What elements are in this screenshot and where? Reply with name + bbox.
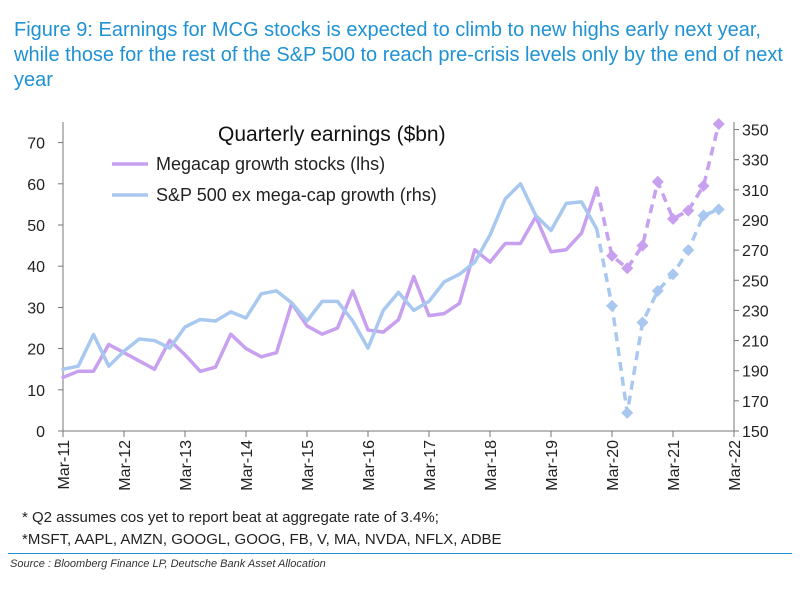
y-left-tick-label: 50	[27, 218, 45, 235]
y-right-tick-label: 330	[742, 153, 769, 170]
legend-label-megacap: Megacap growth stocks (lhs)	[156, 154, 385, 174]
x-tick-label: Mar-15	[300, 440, 317, 491]
data-point-sp500-ex-mcg	[651, 284, 664, 297]
y-right-tick-label: 350	[742, 123, 769, 140]
x-tick-label: Mar-18	[483, 440, 500, 491]
y-left-tick-label: 40	[27, 259, 45, 276]
series-line-megacap	[61, 186, 599, 380]
x-tick-label: Mar-14	[239, 440, 256, 491]
series-line-forecast-megacap	[595, 123, 721, 271]
chart-axes: 0 10 20 30 40 50 60 70 150 170 190 210 230 250 270 290 3…	[27, 122, 769, 491]
series-line-sp500-ex-mcg	[61, 182, 599, 371]
y-right-tick-label: 170	[742, 394, 769, 411]
y-right-tick-label: 210	[742, 334, 769, 351]
series-line-forecast-sp500-ex-mcg	[595, 207, 720, 415]
y-left-tick-label: 30	[27, 300, 45, 317]
x-tick-label: Mar-19	[544, 440, 561, 491]
x-tick-label: Mar-17	[422, 440, 439, 491]
x-tick-label: Mar-21	[666, 440, 683, 491]
data-point-sp500-ex-mcg	[667, 268, 679, 281]
data-point-sp500-ex-mcg	[712, 203, 725, 216]
y-left-tick-label: 10	[27, 383, 45, 400]
legend: Megacap growth stocks (lhs) S&P 500 ex m…	[112, 154, 437, 205]
footnote-2: *MSFT, AAPL, AMZN, GOOGL, GOOG, FB, V, M…	[22, 531, 502, 548]
data-point-megacap	[621, 262, 634, 275]
data-point-megacap	[712, 118, 725, 131]
y-left-tick-label: 20	[27, 342, 45, 359]
y-left-tick-label: 60	[27, 177, 45, 194]
data-point-megacap	[667, 212, 679, 225]
y-right-tick-label: 250	[742, 273, 769, 290]
data-point-sp500-ex-mcg	[682, 244, 695, 257]
data-point-megacap	[682, 204, 695, 217]
data-point-megacap	[651, 175, 664, 188]
x-tick-label: Mar-12	[117, 440, 134, 491]
data-point-sp500-ex-mcg	[606, 299, 618, 312]
data-point-megacap	[697, 179, 710, 192]
y-left-tick-label: 70	[27, 136, 45, 153]
data-point-sp500-ex-mcg	[697, 209, 710, 222]
data-point-megacap	[636, 239, 649, 252]
y-right-tick-label: 150	[742, 424, 769, 441]
figure-title: Figure 9: Earnings for MCG stocks is exp…	[14, 19, 783, 91]
data-point-sp500-ex-mcg	[636, 316, 649, 329]
chart-title: Quarterly earnings ($bn)	[218, 123, 446, 146]
legend-label-sp500-ex-mcg: S&P 500 ex mega-cap growth (rhs)	[156, 185, 437, 205]
y-right-tick-label: 310	[742, 183, 769, 200]
x-tick-label: Mar-13	[178, 440, 195, 491]
source-divider	[8, 553, 792, 554]
y-right-tick-label: 270	[742, 243, 769, 260]
y-right-tick-label: 230	[742, 303, 769, 320]
x-tick-label: Mar-11	[56, 440, 73, 490]
source-text: Source : Bloomberg Finance LP, Deutsche …	[10, 558, 326, 570]
data-point-sp500-ex-mcg	[621, 406, 634, 419]
footnote-1: * Q2 assumes cos yet to report beat at a…	[22, 509, 439, 526]
data-point-megacap	[606, 249, 618, 262]
chart-series-layer	[61, 118, 725, 419]
y-left-tick-label: 0	[36, 424, 45, 441]
x-tick-label: Mar-22	[727, 440, 744, 491]
x-tick-label: Mar-20	[605, 440, 622, 491]
x-tick-label: Mar-16	[361, 440, 378, 491]
y-right-tick-label: 190	[742, 364, 769, 381]
y-right-tick-label: 290	[742, 213, 769, 230]
